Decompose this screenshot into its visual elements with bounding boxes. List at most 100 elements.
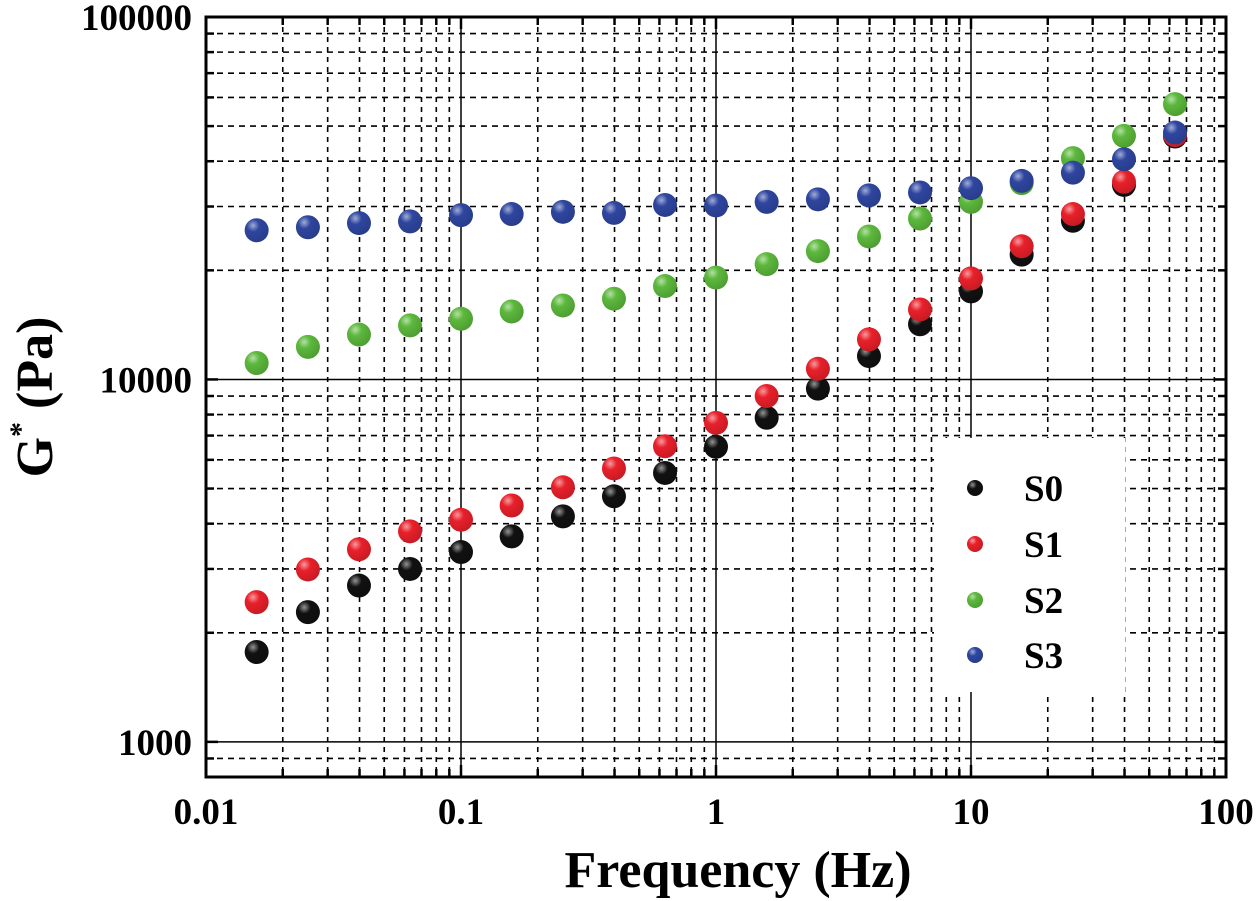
legend-item-s0: S0 xyxy=(967,469,1063,510)
data-point-s1 xyxy=(908,297,933,322)
data-point-s2 xyxy=(856,224,881,249)
legend-marker xyxy=(967,536,983,552)
legend-label: S3 xyxy=(1024,636,1063,677)
data-point-s3 xyxy=(653,192,678,217)
data-point-s3 xyxy=(244,218,269,243)
data-points xyxy=(244,92,1188,665)
legend-item-s3: S3 xyxy=(967,636,1063,677)
y-tick-label: 10000 xyxy=(100,360,193,401)
data-point-s2 xyxy=(601,286,626,311)
x-tick-label: 1 xyxy=(707,792,726,833)
data-point-s2 xyxy=(499,299,524,324)
data-point-s0 xyxy=(499,524,524,549)
legend-box xyxy=(934,438,1125,692)
data-point-s2 xyxy=(653,274,678,299)
legend: S0 S1 S2 S3 xyxy=(967,469,1063,677)
data-point-s0 xyxy=(601,484,626,509)
data-point-s3 xyxy=(1009,168,1034,193)
series-s1 xyxy=(244,123,1188,615)
x-tick-label: 10 xyxy=(953,792,990,833)
data-point-s2 xyxy=(244,351,269,376)
data-point-s3 xyxy=(959,176,983,201)
data-point-s1 xyxy=(805,356,830,381)
grid xyxy=(206,17,1226,777)
data-point-s0 xyxy=(346,573,371,598)
y-tick-labels: 1000 10000 100000 xyxy=(81,0,192,764)
data-point-s3 xyxy=(1163,120,1188,145)
data-point-s1 xyxy=(244,590,269,615)
data-point-s1 xyxy=(959,266,983,291)
data-point-s2 xyxy=(908,206,933,231)
y-axis-title-main: G xyxy=(7,437,64,477)
data-point-s0 xyxy=(805,376,830,401)
y-axis-title: G* (Pa) xyxy=(4,317,64,478)
data-point-s0 xyxy=(653,460,678,485)
data-point-s1 xyxy=(398,519,423,544)
data-point-s3 xyxy=(550,199,575,224)
data-point-s2 xyxy=(449,306,473,331)
data-point-s1 xyxy=(550,475,575,500)
data-point-s1 xyxy=(754,384,779,409)
data-point-s2 xyxy=(398,313,423,338)
legend-marker xyxy=(967,647,983,663)
data-point-s1 xyxy=(601,456,626,481)
series-s3 xyxy=(244,120,1188,243)
data-point-s2 xyxy=(295,334,320,359)
data-point-s1 xyxy=(295,557,320,582)
plot-frame xyxy=(204,15,1228,779)
data-point-s3 xyxy=(754,189,779,214)
legend-label: S0 xyxy=(1024,469,1063,510)
legend-label: S2 xyxy=(1024,581,1063,622)
data-point-s1 xyxy=(704,410,728,435)
legend-item-s2: S2 xyxy=(967,581,1063,622)
data-point-s0 xyxy=(244,640,269,665)
data-point-s0 xyxy=(449,540,473,565)
data-point-s1 xyxy=(346,537,371,562)
data-point-s1 xyxy=(499,493,524,518)
x-tick-label: 100 xyxy=(1198,792,1254,833)
legend-item-s1: S1 xyxy=(967,525,1063,566)
data-point-s3 xyxy=(704,193,728,218)
data-point-s0 xyxy=(398,556,423,581)
data-point-s2 xyxy=(704,265,728,290)
data-point-s3 xyxy=(1111,147,1136,172)
data-point-s1 xyxy=(1111,169,1136,194)
data-point-s0 xyxy=(295,600,320,625)
data-point-s3 xyxy=(805,187,830,212)
x-axis-title: Frequency (Hz) xyxy=(564,842,911,899)
data-point-s3 xyxy=(908,180,933,205)
legend-marker xyxy=(967,480,983,496)
x-tick-label: 0.01 xyxy=(174,792,239,833)
data-point-s3 xyxy=(346,211,371,236)
y-axis-title-superscript: * xyxy=(4,422,37,437)
data-point-s2 xyxy=(1163,92,1188,117)
data-point-s2 xyxy=(805,239,830,264)
data-point-s3 xyxy=(449,203,473,228)
legend-marker xyxy=(967,592,983,608)
legend-label: S1 xyxy=(1024,525,1063,566)
data-point-s0 xyxy=(550,504,575,529)
y-tick-label: 100000 xyxy=(81,0,192,39)
data-point-s0 xyxy=(754,405,779,430)
data-point-s1 xyxy=(856,327,881,352)
y-tick-label: 1000 xyxy=(118,723,192,764)
data-point-s2 xyxy=(1111,123,1136,148)
y-axis-title-unit: (Pa) xyxy=(7,317,64,422)
data-point-s1 xyxy=(1060,202,1085,227)
data-point-s3 xyxy=(499,202,524,227)
data-point-s1 xyxy=(1009,234,1034,259)
data-point-s3 xyxy=(856,183,881,208)
data-point-s0 xyxy=(704,434,728,459)
data-point-s2 xyxy=(550,293,575,318)
data-point-s2 xyxy=(346,322,371,347)
data-point-s0 xyxy=(856,344,881,369)
data-point-s1 xyxy=(653,434,678,459)
data-point-s1 xyxy=(449,507,473,532)
data-point-s2 xyxy=(754,252,779,277)
data-point-s3 xyxy=(398,209,423,234)
data-point-s3 xyxy=(601,200,626,225)
data-point-s3 xyxy=(295,215,320,240)
x-tick-labels: 0.01 0.1 1 10 100 xyxy=(174,792,1254,833)
data-point-s3 xyxy=(1060,160,1085,185)
